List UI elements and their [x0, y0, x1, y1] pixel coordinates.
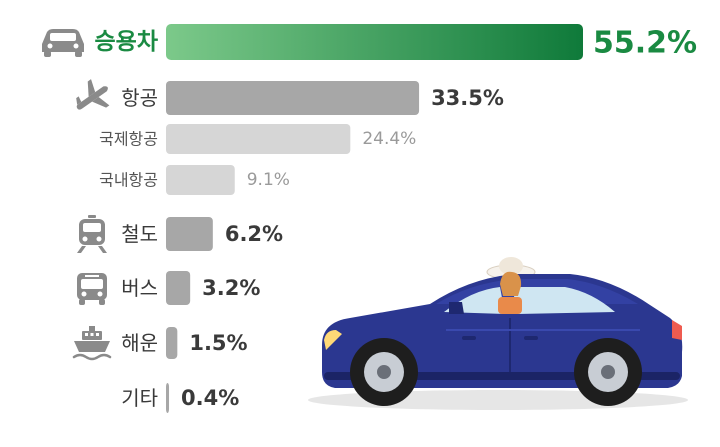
bar	[166, 124, 351, 154]
bus-icon	[77, 273, 107, 305]
value-label: 55.2%	[593, 26, 697, 61]
airplane-icon	[76, 79, 110, 110]
bar	[166, 217, 213, 251]
category-label: 국제항공	[99, 130, 158, 149]
bar	[166, 165, 235, 195]
category-label: 철도	[121, 222, 158, 246]
category-label: 기타	[121, 386, 158, 410]
value-label: 24.4%	[362, 129, 416, 149]
train-icon	[77, 215, 107, 253]
bar	[166, 271, 191, 305]
bar	[166, 383, 170, 413]
bar-row: 국내항공 9.1%	[99, 165, 290, 195]
bar-row: 승용차 55.2%	[42, 24, 697, 61]
bar-row: 기타 0.4%	[121, 383, 239, 413]
bar	[166, 81, 420, 115]
value-label: 3.2%	[202, 276, 260, 300]
car-illustration	[308, 257, 688, 410]
bar	[166, 24, 583, 60]
value-label: 0.4%	[181, 386, 239, 410]
car-icon	[42, 29, 84, 57]
category-label: 국내항공	[99, 171, 158, 190]
value-label: 33.5%	[431, 86, 504, 110]
category-label: 승용차	[95, 29, 158, 55]
category-label: 항공	[121, 86, 158, 110]
bar-row: 철도 6.2%	[77, 215, 283, 253]
bar-row: 항공 33.5%	[76, 79, 504, 115]
value-label: 9.1%	[247, 170, 290, 190]
bar-row: 국제항공 24.4%	[99, 124, 416, 154]
bar	[166, 327, 178, 359]
bar-row: 버스 3.2%	[77, 271, 260, 305]
value-label: 1.5%	[189, 331, 247, 355]
category-label: 버스	[121, 276, 158, 300]
category-label: 해운	[121, 331, 158, 355]
ship-icon	[72, 326, 112, 361]
value-label: 6.2%	[225, 222, 283, 246]
bar-row: 해운 1.5%	[72, 326, 248, 361]
